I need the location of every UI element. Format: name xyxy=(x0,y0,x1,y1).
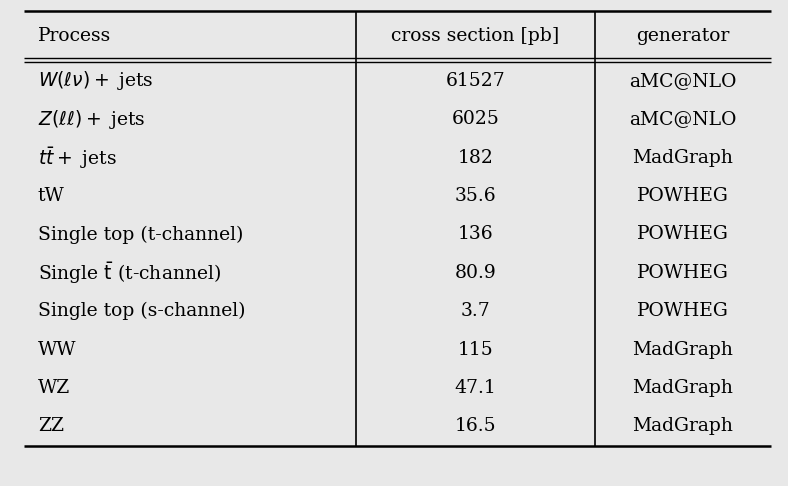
Text: WZ: WZ xyxy=(38,379,70,397)
Text: 47.1: 47.1 xyxy=(455,379,496,397)
Text: 136: 136 xyxy=(458,226,493,243)
Text: MadGraph: MadGraph xyxy=(633,149,734,167)
Text: POWHEG: POWHEG xyxy=(637,226,729,243)
Text: POWHEG: POWHEG xyxy=(637,187,729,205)
Text: Single top (s-channel): Single top (s-channel) xyxy=(38,302,245,320)
Text: Single top (t-channel): Single top (t-channel) xyxy=(38,226,243,243)
Text: 115: 115 xyxy=(458,341,493,359)
Text: MadGraph: MadGraph xyxy=(633,417,734,435)
Text: generator: generator xyxy=(636,27,730,45)
Text: WW: WW xyxy=(38,341,76,359)
Text: 3.7: 3.7 xyxy=(461,302,490,320)
Text: $t\bar{t}+$ jets: $t\bar{t}+$ jets xyxy=(38,145,117,171)
Text: aMC@NLO: aMC@NLO xyxy=(629,72,737,90)
Text: Single $\bar{\mathrm{t}}$ (t-channel): Single $\bar{\mathrm{t}}$ (t-channel) xyxy=(38,260,221,286)
Text: 80.9: 80.9 xyxy=(455,264,496,282)
Text: ZZ: ZZ xyxy=(38,417,64,435)
Text: aMC@NLO: aMC@NLO xyxy=(629,110,737,128)
Text: Process: Process xyxy=(38,27,111,45)
Text: POWHEG: POWHEG xyxy=(637,302,729,320)
Text: 6025: 6025 xyxy=(452,110,500,128)
Text: POWHEG: POWHEG xyxy=(637,264,729,282)
Text: $Z(\ell\ell)+$ jets: $Z(\ell\ell)+$ jets xyxy=(38,108,145,131)
Text: 61527: 61527 xyxy=(446,72,505,90)
Text: $W(\ell\nu)+$ jets: $W(\ell\nu)+$ jets xyxy=(38,69,153,92)
Text: cross section [pb]: cross section [pb] xyxy=(392,27,559,45)
Text: 16.5: 16.5 xyxy=(455,417,496,435)
Text: MadGraph: MadGraph xyxy=(633,379,734,397)
Text: MadGraph: MadGraph xyxy=(633,341,734,359)
Text: 35.6: 35.6 xyxy=(455,187,496,205)
Text: tW: tW xyxy=(38,187,65,205)
Text: 182: 182 xyxy=(458,149,493,167)
